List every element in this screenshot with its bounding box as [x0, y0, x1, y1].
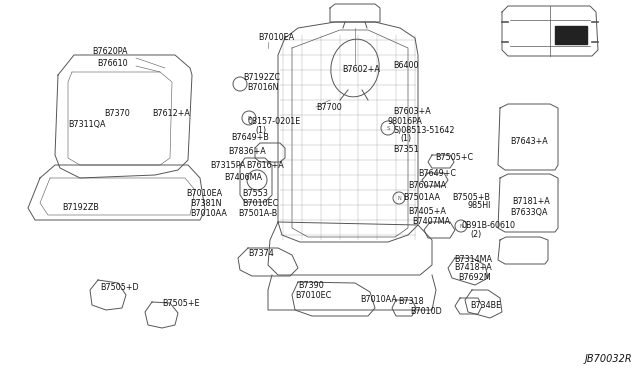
Text: 08157-0201E: 08157-0201E [248, 116, 301, 125]
Text: B7010EA: B7010EA [258, 33, 294, 42]
Text: S: S [387, 125, 390, 131]
Text: B7010AA: B7010AA [360, 295, 397, 305]
Text: B7612+A: B7612+A [152, 109, 190, 118]
Text: B7692M: B7692M [458, 273, 491, 282]
Text: B6400: B6400 [393, 61, 419, 71]
Text: B7407MA: B7407MA [412, 217, 450, 225]
Text: B7370: B7370 [104, 109, 130, 118]
Text: (1): (1) [400, 135, 411, 144]
Text: B7181+A: B7181+A [512, 198, 550, 206]
Text: N: N [397, 196, 401, 201]
Text: B7505+B: B7505+B [452, 193, 490, 202]
Text: B7418+A: B7418+A [454, 263, 492, 273]
Text: B7016N: B7016N [247, 83, 278, 93]
Text: B7010EA: B7010EA [186, 189, 222, 198]
Text: B7314MA: B7314MA [454, 254, 492, 263]
Text: B7374: B7374 [248, 248, 274, 257]
Text: B7602+A: B7602+A [342, 65, 380, 74]
Text: 0B91B-60610: 0B91B-60610 [462, 221, 516, 231]
Text: B76610: B76610 [97, 60, 128, 68]
Text: B7505+E: B7505+E [162, 299, 200, 308]
Text: B7649+B: B7649+B [231, 134, 269, 142]
Text: B7633QA: B7633QA [510, 208, 547, 218]
Text: B7643+A: B7643+A [510, 138, 548, 147]
Text: (1): (1) [255, 125, 266, 135]
Text: N: N [459, 224, 463, 228]
Bar [555, 26, 587, 44]
Text: B7603+A: B7603+A [393, 108, 431, 116]
Text: B7607MA: B7607MA [408, 182, 446, 190]
Text: B: B [247, 115, 251, 121]
Text: S)08513-51642: S)08513-51642 [393, 125, 454, 135]
Text: B734BE: B734BE [470, 301, 501, 311]
Text: B7505+D: B7505+D [100, 283, 139, 292]
Text: B7010AA: B7010AA [190, 208, 227, 218]
Text: B7192ZC: B7192ZC [243, 74, 280, 83]
Text: B7192ZB: B7192ZB [62, 202, 99, 212]
Text: B7390: B7390 [298, 280, 324, 289]
Text: B7318: B7318 [398, 298, 424, 307]
Text: 985HI: 985HI [468, 202, 492, 211]
Text: B7010EC: B7010EC [295, 291, 332, 299]
Text: B7315PA: B7315PA [210, 160, 246, 170]
Text: B7351: B7351 [393, 145, 419, 154]
Text: B7405+A: B7405+A [408, 206, 446, 215]
Text: B7616+A: B7616+A [246, 160, 284, 170]
Text: B7381N: B7381N [190, 199, 221, 208]
Text: B7406MA: B7406MA [224, 173, 262, 182]
Text: B7649+C: B7649+C [418, 170, 456, 179]
Text: B7836+A: B7836+A [228, 148, 266, 157]
Text: B7010D: B7010D [410, 308, 442, 317]
Text: (2): (2) [470, 231, 481, 240]
Text: B7553: B7553 [242, 189, 268, 198]
Text: JB70032R: JB70032R [584, 354, 632, 364]
Text: B7620PA: B7620PA [93, 48, 128, 57]
Text: 98016PA: 98016PA [388, 116, 423, 125]
Text: B7700: B7700 [316, 103, 342, 112]
Text: B7505+C: B7505+C [435, 154, 473, 163]
Text: B7501A-B: B7501A-B [238, 208, 277, 218]
Text: B7311QA: B7311QA [68, 119, 106, 128]
Text: B7501AA: B7501AA [403, 193, 440, 202]
Text: B7010EC: B7010EC [242, 199, 278, 208]
